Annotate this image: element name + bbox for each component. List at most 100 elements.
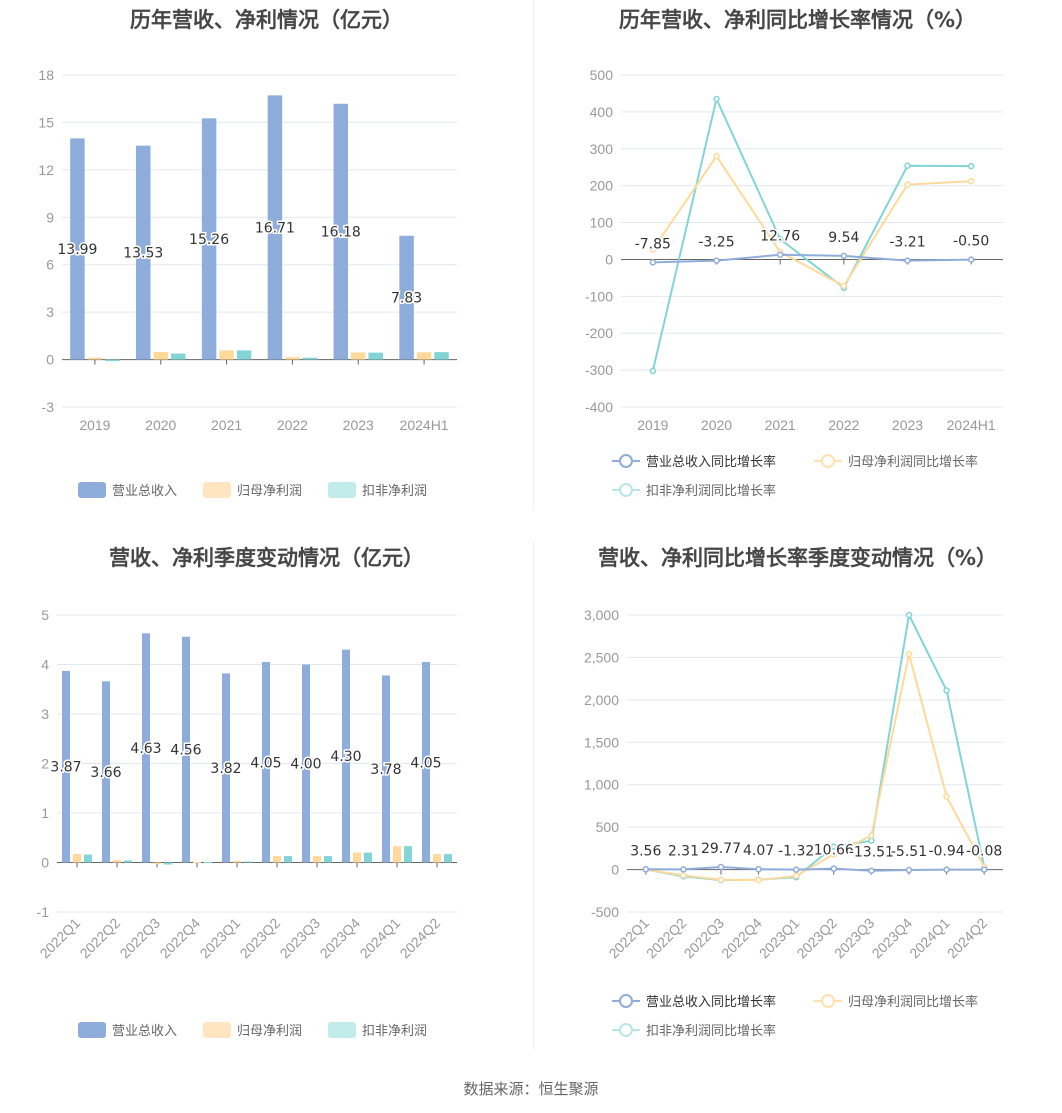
bar-deducted (84, 854, 92, 863)
panel-divider (533, 0, 534, 510)
bar-data-label: 16.18 (321, 225, 361, 241)
legend-item-revenue[interactable]: 营业总收入 (78, 1020, 177, 1039)
legend-label: 营业总收入 (112, 484, 178, 499)
bar-net (285, 357, 300, 360)
bar-net (73, 854, 81, 863)
bar-data-label: 3.78 (370, 762, 401, 778)
line-data-label: -3.21 (889, 235, 925, 251)
data-point (755, 865, 762, 873)
x-tick-label: 2024H1 (947, 417, 996, 433)
x-tick-label: 2024Q1 (906, 915, 953, 962)
x-tick-label: 2022Q1 (37, 915, 84, 962)
bar-net (273, 856, 281, 863)
legend-swatch (814, 453, 842, 469)
legend-swatch (328, 1021, 356, 1038)
y-tick-label: 0 (46, 352, 54, 368)
chart-title-annual-growth: 历年营收、净利同比增长率情况（%） (618, 8, 977, 32)
legend-item-deducted[interactable]: 扣非净利润 (328, 1020, 427, 1039)
x-tick-label: 2020 (145, 417, 176, 433)
legend-item-net-growth[interactable]: 归母净利润同比增长率 (814, 451, 978, 470)
bar-net (433, 854, 441, 863)
data-point (713, 152, 720, 160)
line-data-label: 10.66 (814, 843, 854, 859)
bar-revenue (62, 670, 70, 863)
bar-deducted (284, 856, 292, 863)
line-revenue-growth (645, 866, 985, 872)
y-tick-label: 500 (596, 819, 620, 835)
legend-label: 归母净利润 (237, 484, 303, 499)
y-tick-label: 3 (41, 706, 49, 722)
data-point (776, 235, 784, 243)
bar-deducted (124, 860, 132, 863)
y-tick-label: 15 (38, 114, 54, 130)
data-point (904, 257, 911, 264)
line-net-growth (645, 653, 986, 882)
y-tick-label: 400 (590, 104, 614, 120)
legend-label: 扣非净利润同比增长率 (646, 1024, 777, 1039)
legend-item-deducted-growth[interactable]: 扣非净利润同比增长率 (612, 480, 776, 499)
bar-net (219, 350, 234, 360)
bar-data-label: 3.66 (90, 765, 121, 781)
bar-net (313, 856, 321, 863)
line-data-label: -0.94 (928, 844, 964, 860)
legend-item-net[interactable]: 归母净利润 (203, 1020, 302, 1039)
legend-item-revenue-growth[interactable]: 营业总收入同比增长率 (612, 991, 776, 1010)
bar-data-label: 13.99 (57, 242, 97, 258)
data-point (649, 367, 657, 375)
x-tick-label: 2023Q2 (237, 915, 284, 962)
line-data-label: -13.51 (849, 845, 894, 861)
x-tick-label: 2023 (343, 417, 374, 433)
legend-swatch (612, 453, 640, 469)
y-tick-label: 1 (41, 805, 49, 821)
legend-item-net[interactable]: 归母净利润 (203, 480, 302, 499)
line-deducted-growth (651, 95, 972, 372)
bar-revenue (201, 118, 217, 360)
bar-deducted (164, 862, 172, 865)
x-tick-label: 2021 (211, 417, 242, 433)
y-tick-label: 3,000 (584, 607, 619, 623)
bar-deducted (324, 856, 332, 863)
data-point (776, 251, 784, 258)
data-point (868, 837, 875, 844)
legend-item-deducted[interactable]: 扣非净利润 (328, 480, 427, 499)
data-point (680, 866, 687, 873)
bar-revenue (382, 675, 390, 863)
legend-item-revenue[interactable]: 营业总收入 (78, 480, 177, 499)
data-point (717, 863, 725, 871)
data-point (868, 832, 875, 839)
line-data-label: 4.07 (743, 843, 774, 859)
bar-deducted (244, 861, 252, 863)
bar-net (87, 357, 103, 360)
legend-item-deducted-growth[interactable]: 扣非净利润同比增长率 (612, 1020, 776, 1039)
y-tick-label: 1,000 (584, 777, 619, 793)
bar-revenue (136, 145, 151, 360)
bar-deducted (444, 854, 452, 863)
data-point (717, 876, 725, 884)
data-point (868, 867, 875, 874)
x-tick-label: 2022Q4 (157, 915, 204, 962)
x-tick-label: 2022Q1 (605, 915, 652, 962)
y-tick-label: 0 (611, 862, 619, 878)
y-tick-label: 12 (38, 162, 54, 178)
legend-label: 扣非净利润 (362, 484, 428, 499)
x-tick-label: 2024Q1 (357, 915, 404, 962)
chart-title-quarter-growth: 营收、净利同比增长率季度变动情况（%） (597, 546, 998, 570)
bar-deducted (404, 846, 412, 863)
legend-item-revenue-growth[interactable]: 营业总收入同比增长率 (612, 451, 776, 470)
legend-label: 营业总收入同比增长率 (646, 455, 777, 470)
bar-net (193, 862, 201, 864)
data-point (905, 650, 913, 658)
line-data-label: 9.54 (828, 230, 859, 246)
y-tick-label: -1 (37, 904, 50, 920)
x-tick-label: 2024Q2 (397, 915, 444, 962)
x-tick-label: 2023Q2 (793, 915, 840, 962)
line-data-label: 29.77 (701, 841, 741, 857)
x-tick-label: 2024H1 (400, 417, 449, 433)
x-tick-label: 2019 (637, 417, 668, 433)
data-point (830, 851, 838, 858)
bar-revenue (399, 235, 414, 360)
legend-item-net-growth[interactable]: 归母净利润同比增长率 (814, 991, 978, 1010)
bar-revenue (182, 636, 190, 863)
y-tick-label: 5 (41, 607, 49, 623)
data-point (967, 256, 975, 263)
